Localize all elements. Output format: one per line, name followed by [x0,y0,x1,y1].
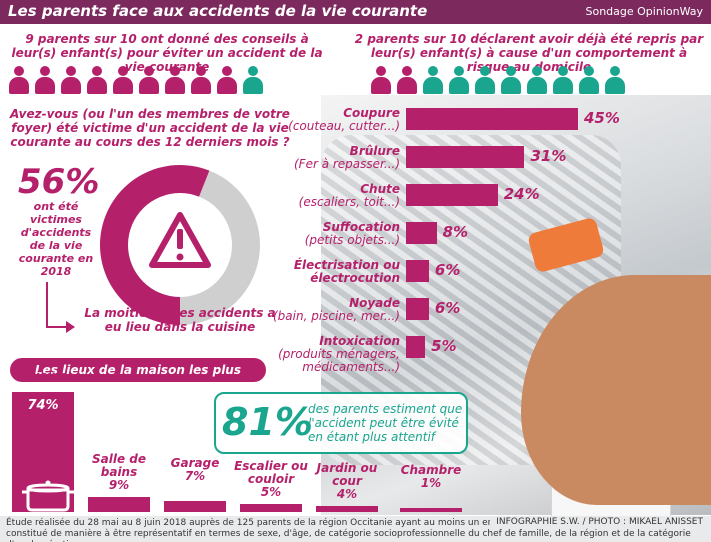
advice-person-icon [86,66,108,94]
room-label: Chambre 1% [386,464,476,490]
room-name-label: Jardin ou cour [316,460,378,488]
advice-person-icon [34,66,56,94]
room-name-label: Chambre [400,463,462,477]
room-value-label: 74% [27,398,59,413]
victims-percent: 56% [18,162,100,202]
accident-name: Intoxication [319,334,400,348]
accident-value-label: 8% [442,223,469,241]
kitchen-accidents-text: La moitié de ces accidents a eu lieu dan… [84,306,276,334]
room-label: Jardin ou cour 4% [302,460,392,501]
arrow-head-icon [66,321,75,333]
accident-value-label: 31% [530,147,567,165]
accident-subtitle: (couteau, cutter...) [288,119,400,133]
room-bar [88,497,150,512]
risk-person-icon [552,66,574,94]
room-name-label: Salle de bains [91,452,146,480]
callout-percent: 81% [222,400,313,444]
room-bar [240,503,302,512]
room-value-label: 9% [108,478,130,493]
advice-person-icon [112,66,134,94]
accident-bar [406,298,429,320]
room-value-label: 5% [260,484,282,499]
advice-person-icon [164,66,186,94]
accident-label: Brûlure (Fer à repasser...) [200,145,400,171]
accident-label: Noyade (bain, piscine, mer...) [200,297,400,323]
accident-name: Brûlure [349,144,400,158]
accident-value-label: 24% [503,185,540,203]
risk-person-icon [526,66,548,94]
accident-label: Électrisation ou électrocution [200,259,400,285]
accident-name: Chute [360,182,400,196]
accident-bar [406,108,578,130]
accident-bar [406,336,426,358]
accident-subtitle: (bain, piscine, mer...) [272,309,400,323]
accident-label: Chute (escaliers, toit...) [200,183,400,209]
accident-subtitle: (escaliers, toit...) [298,195,400,209]
advice-person-icon [216,66,238,94]
room-label: Garage 7% [150,455,240,483]
attentive-callout: 81% des parents estiment que l'accident … [214,392,468,454]
accident-subtitle: (petits objets...) [304,233,400,247]
page-title: Les parents face aux accidents de la vie… [8,2,428,20]
room-name-label: Cuisine [18,369,68,383]
accident-value-label: 6% [434,261,461,279]
credit-text: INFOGRAPHIE S.W. / PHOTO : MIKAEL ANISSE… [490,516,703,527]
accident-bar [406,222,437,244]
header-banner: Les parents face aux accidents de la vie… [0,0,711,24]
risk-person-icon [604,66,626,94]
victims-text: ont été victimes d'accidents de la vie c… [18,200,94,278]
risk-person-icon [396,66,418,94]
room-value-label: 4% [336,486,358,501]
advice-person-icon [190,66,212,94]
risk-person-icon [448,66,470,94]
arrow-icon [46,282,48,328]
room-name-label: Garage [170,455,220,470]
accident-subtitle: (Fer à repasser...) [293,157,400,171]
accident-value-label: 6% [434,299,461,317]
advice-pictogram [8,66,264,94]
accident-name: Électrisation ou électrocution [293,258,400,285]
advice-person-icon [242,66,264,94]
accident-name: Coupure [343,106,400,120]
accident-value-label: 45% [584,109,620,127]
accident-bar [406,260,429,282]
room-bar [400,508,462,512]
advice-person-icon [8,66,30,94]
cooking-pot-icon [22,480,74,512]
accident-name: Suffocation [322,220,400,234]
advice-person-icon [138,66,160,94]
accident-label: Suffocation (petits objets...) [200,221,400,247]
accident-label: Intoxication (produits ménagers, médicame… [200,335,400,374]
room-value-label: 1% [420,476,442,490]
survey-question: Avez-vous (ou l'un des membres de votre … [10,107,290,149]
accident-subtitle: (produits ménagers, médicaments...) [278,347,400,374]
risk-person-icon [578,66,600,94]
room-bar [316,505,378,512]
risk-person-icon [474,66,496,94]
risk-person-icon [422,66,444,94]
victims-donut-chart [100,165,261,325]
advice-stat-text: 9 parents sur 10 ont donné des conseils … [11,32,323,74]
room-label: Escalier ou couloir 5% [226,458,316,499]
accident-bar [406,184,498,206]
advice-person-icon [60,66,82,94]
accident-name: Noyade [349,296,400,310]
risk-person-icon [500,66,522,94]
accident-value-label: 5% [431,337,457,355]
room-bar [164,500,226,512]
accident-bar [406,146,525,168]
arrow-shaft [46,326,68,328]
risk-person-icon [370,66,392,94]
accident-label: Coupure (couteau, cutter...) [200,107,400,133]
room-label: Salle de bains 9% [74,453,164,492]
risk-pictogram [370,66,626,94]
room-name-label: Escalier ou couloir [234,458,308,486]
methodology-note: Étude réalisée du 28 mai au 8 juin 2018 … [6,518,691,542]
room-value-label: 7% [184,468,206,483]
rooms-title: Les lieux de la maison les plus risqués [10,358,266,401]
warning-icon [149,212,211,268]
callout-text: des parents estiment que l'accident peut… [308,402,463,444]
survey-source: Sondage OpinionWay [585,5,703,18]
